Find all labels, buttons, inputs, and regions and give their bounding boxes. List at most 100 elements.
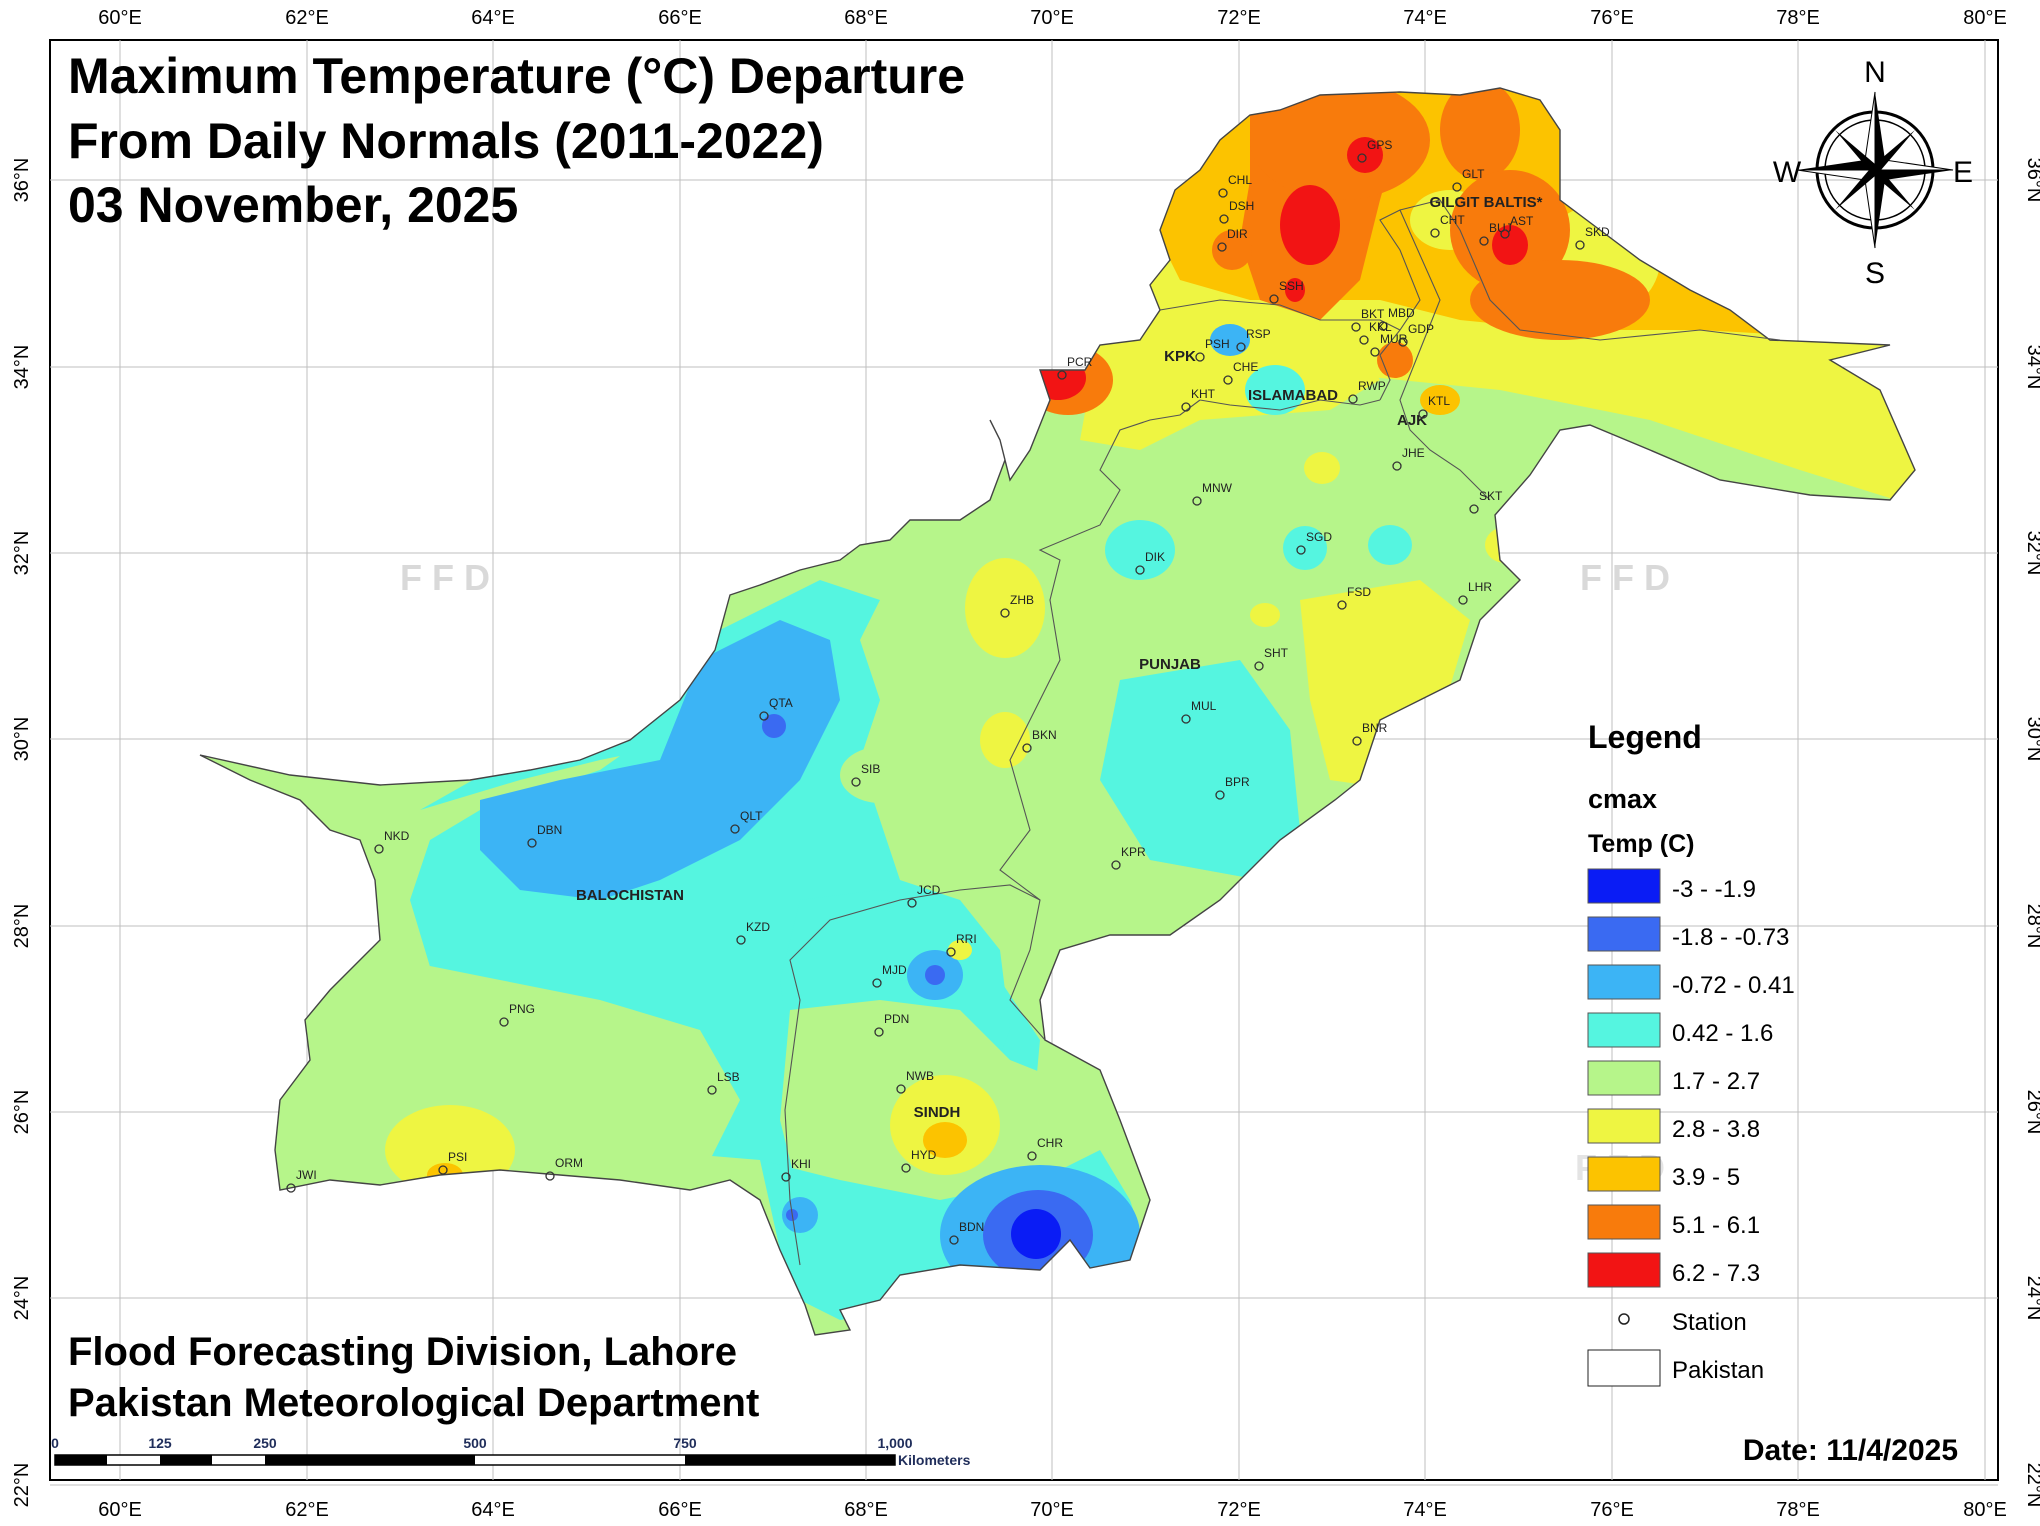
- lat-label-right: 32°N: [2023, 531, 2040, 576]
- station-label: BNR: [1362, 721, 1388, 735]
- station-label: MNW: [1202, 481, 1233, 495]
- station-marker-icon: [1352, 736, 1362, 746]
- station-label: NWB: [906, 1069, 934, 1083]
- station-marker-icon: [1418, 409, 1428, 419]
- legend-boundary-swatch: [1587, 1349, 1661, 1387]
- lat-label-right: 30°N: [2023, 717, 2040, 762]
- station-label: QLT: [740, 809, 763, 823]
- station-marker-icon: [1000, 608, 1010, 618]
- station-label: GPS: [1367, 138, 1392, 152]
- station-marker-icon: [759, 711, 769, 721]
- lat-label-left: 22°N: [11, 1463, 33, 1508]
- station-marker-icon: [1370, 347, 1380, 357]
- station-label: PSH: [1205, 337, 1230, 351]
- legend-class-label: 2.8 - 3.8: [1672, 1116, 1760, 1143]
- lon-label-bottom: 62°E: [285, 1499, 329, 1521]
- station-marker-icon: [545, 1171, 555, 1181]
- legend-swatch: [1587, 868, 1661, 904]
- compass-s: S: [1865, 257, 1885, 290]
- station-label: SKD: [1585, 225, 1610, 239]
- station-marker-icon: [1296, 545, 1306, 555]
- station-marker-icon: [374, 844, 384, 854]
- legend-swatch: [1587, 964, 1661, 1000]
- lon-label-top: 66°E: [658, 7, 702, 29]
- station-label: HYD: [911, 1148, 937, 1162]
- lat-label-right: 28°N: [2023, 904, 2040, 949]
- station-marker-icon: [1392, 461, 1402, 471]
- station-label: CHR: [1037, 1136, 1063, 1150]
- legend-class-label: -0.72 - 0.41: [1672, 972, 1795, 999]
- station-label: QTA: [769, 696, 793, 710]
- lon-label-bottom: 76°E: [1590, 1499, 1634, 1521]
- lon-label-top: 72°E: [1217, 7, 1261, 29]
- station-marker-icon: [499, 1017, 509, 1027]
- station-marker-icon: [946, 947, 956, 957]
- station-label: KHT: [1191, 387, 1216, 401]
- legend: Legend cmax Temp (C) -3 - -1.9 -1.8 - -0…: [1587, 719, 1795, 1387]
- station-label: CHL: [1228, 173, 1252, 187]
- station-marker-icon: [286, 1183, 296, 1193]
- station-marker-icon: [1398, 337, 1408, 347]
- station-marker-icon: [874, 1027, 884, 1037]
- lon-label-top: 60°E: [98, 7, 142, 29]
- credit-line1: Flood Forecasting Division, Lahore: [68, 1330, 737, 1374]
- scale-unit: Kilometers: [898, 1452, 971, 1468]
- station-marker-icon: [1192, 496, 1202, 506]
- lat-label-left: 36°N: [11, 158, 33, 203]
- lon-label-top: 64°E: [471, 7, 515, 29]
- station-label: JCD: [917, 883, 941, 897]
- station-label: AST: [1510, 214, 1534, 228]
- credit-line2: Pakistan Meteorological Department: [68, 1381, 759, 1425]
- station-label: RWP: [1358, 379, 1386, 393]
- station-label: NKD: [384, 829, 410, 843]
- station-marker-icon: [1218, 188, 1228, 198]
- legend-class-label: 6.2 - 7.3: [1672, 1260, 1760, 1287]
- station-marker-icon: [949, 1235, 959, 1245]
- region-label-balochistan: BALOCHISTAN: [576, 887, 684, 904]
- issue-date: Date: 11/4/2025: [1743, 1434, 1958, 1467]
- scale-tick-750: 750: [673, 1435, 697, 1451]
- scale-bar: 0 125 250 500 750 1,000 Kilometers: [51, 1435, 970, 1468]
- station-label: RRI: [956, 932, 977, 946]
- lat-label-right: 22°N: [2023, 1463, 2040, 1508]
- legend-station-icon: [1618, 1313, 1630, 1325]
- station-marker-icon: [1357, 153, 1367, 163]
- station-label: MUR: [1380, 332, 1408, 346]
- legend-class-label: 0.42 - 1.6: [1672, 1020, 1773, 1047]
- lon-label-bottom: 68°E: [844, 1499, 888, 1521]
- lat-label-left: 30°N: [11, 717, 33, 762]
- region-label-sindh: SINDH: [914, 1104, 961, 1121]
- map-title-line2: From Daily Normals (2011-2022): [68, 113, 824, 169]
- compass-rose-icon: N S E W: [1773, 56, 1973, 290]
- compass-e: E: [1953, 156, 1973, 189]
- map-title-line1: Maximum Temperature (°C) Departure: [68, 48, 965, 104]
- region-label-islamabad: ISLAMABAD: [1248, 387, 1338, 404]
- station-marker-icon: [1254, 661, 1264, 671]
- legend-title: Legend: [1588, 719, 1702, 755]
- station-marker-icon: [1217, 242, 1227, 252]
- compass-n: N: [1864, 56, 1886, 89]
- station-marker-icon: [1236, 342, 1246, 352]
- station-label: RSP: [1246, 327, 1271, 341]
- station-marker-icon: [1452, 182, 1462, 192]
- station-marker-icon: [1181, 714, 1191, 724]
- station-label: PSI: [448, 1150, 467, 1164]
- station-marker-icon: [1378, 321, 1388, 331]
- region-label-punjab: PUNJAB: [1139, 656, 1201, 673]
- scale-tick-0: 0: [51, 1435, 59, 1451]
- legend-class-label: -1.8 - -0.73: [1672, 924, 1789, 951]
- legend-swatch: [1587, 1012, 1661, 1048]
- lat-label-left: 32°N: [11, 531, 33, 576]
- station-marker-icon: [1351, 322, 1361, 332]
- station-label: BKN: [1032, 728, 1057, 742]
- scale-tick-250: 250: [253, 1435, 277, 1451]
- station-marker-icon: [1337, 600, 1347, 610]
- station-marker-icon: [1575, 240, 1585, 250]
- lon-label-bottom: 70°E: [1030, 1499, 1074, 1521]
- station-marker-icon: [1027, 1151, 1037, 1161]
- station-marker-icon: [1348, 394, 1358, 404]
- legend-swatch: [1587, 1204, 1661, 1240]
- station-marker-icon: [1430, 228, 1440, 238]
- station-label: KTL: [1428, 394, 1450, 408]
